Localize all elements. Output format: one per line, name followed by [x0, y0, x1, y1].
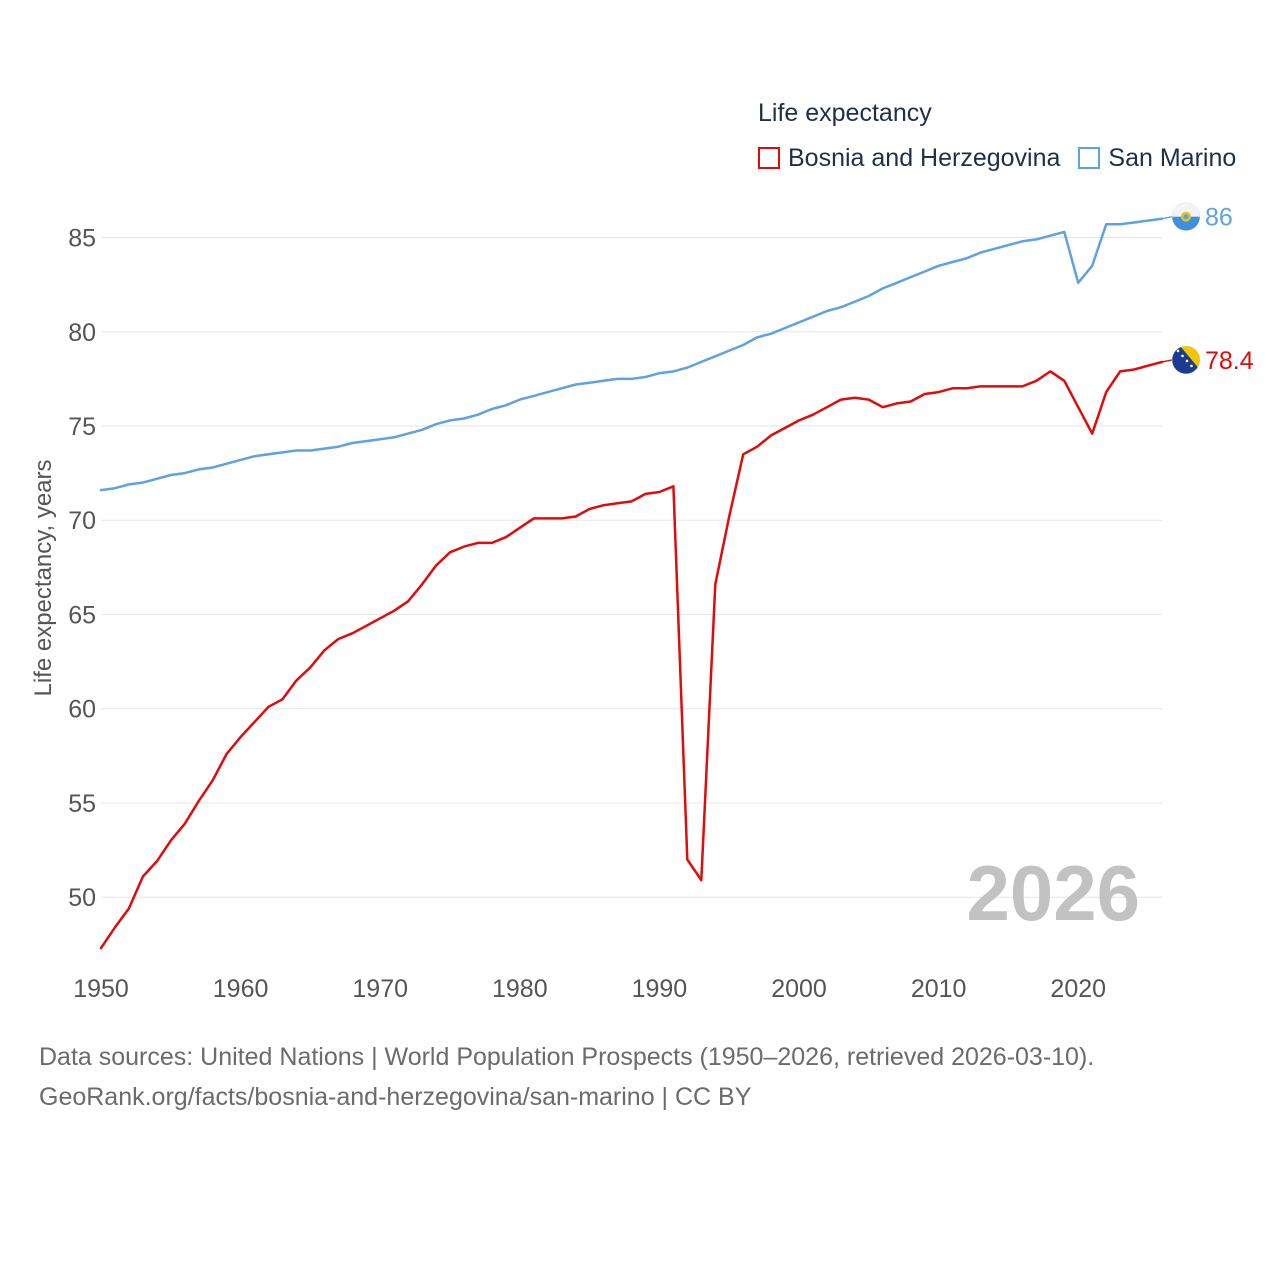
y-tick-label: 70: [68, 507, 96, 535]
y-tick-label: 60: [68, 696, 96, 724]
end-value-label: 78.4: [1205, 347, 1254, 375]
series-line-bosnia[interactable]: [99, 360, 1164, 950]
legend-label-san-marino: San Marino: [1108, 143, 1237, 172]
y-tick-label: 85: [68, 225, 96, 253]
legend-swatch-bosnia: [758, 147, 780, 169]
legend-label-bosnia: Bosnia and Herzegovina: [788, 143, 1061, 172]
footer-link[interactable]: GeoRank.org/facts/bosnia-and-herzegovina…: [39, 1083, 752, 1111]
watermark-year: 2026: [966, 849, 1140, 937]
legend-item-bosnia[interactable]: Bosnia and Herzegovina: [758, 144, 1060, 173]
legend-item-san-marino[interactable]: San Marino: [1078, 144, 1236, 173]
x-tick-label: 1950: [73, 975, 129, 1003]
x-tick-label: 2010: [911, 975, 967, 1003]
san-marino-flag-icon: [1171, 202, 1201, 231]
y-tick-label: 55: [68, 790, 96, 818]
y-axis-label: Life expectancy, years: [30, 459, 57, 696]
x-tick-label: 1980: [492, 975, 548, 1003]
end-connector: [1161, 215, 1173, 220]
legend-swatch-san-marino: [1078, 147, 1101, 169]
x-tick-label: 1990: [632, 975, 688, 1003]
x-tick-label: 1960: [213, 975, 269, 1003]
bosnia-flag-icon: [1171, 345, 1201, 375]
x-tick-label: 2020: [1050, 975, 1106, 1003]
legend-title: Life expectancy: [758, 99, 932, 127]
y-tick-label: 50: [68, 884, 96, 912]
x-tick-label: 2000: [771, 975, 827, 1003]
series-line-san-marino[interactable]: [99, 217, 1164, 492]
y-tick-label: 65: [68, 601, 96, 629]
legend: Bosnia and Herzegovina San Marino: [758, 142, 1254, 174]
end-value-label: 86: [1205, 204, 1233, 232]
footer-sources: Data sources: United Nations | World Pop…: [39, 1043, 1095, 1071]
y-tick-label: 80: [68, 319, 96, 347]
x-tick-label: 1970: [352, 975, 408, 1003]
y-tick-label: 75: [68, 413, 96, 441]
end-connector: [1161, 359, 1173, 363]
